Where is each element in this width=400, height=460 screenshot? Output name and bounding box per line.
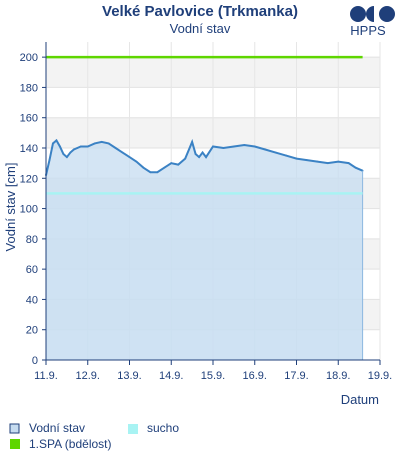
logo-mark-middle bbox=[366, 6, 374, 22]
data-point bbox=[205, 156, 207, 158]
x-tick-label: 17.9. bbox=[284, 370, 308, 382]
data-point bbox=[93, 142, 96, 145]
series-layer bbox=[45, 138, 364, 360]
x-axis-label: Datum bbox=[341, 392, 379, 407]
data-point bbox=[285, 154, 287, 157]
y-tick-label: 140 bbox=[20, 143, 38, 155]
chart-subtitle: Vodní stav bbox=[170, 21, 231, 36]
legend-swatch-vodni-stav bbox=[9, 423, 20, 434]
data-point bbox=[76, 147, 79, 149]
x-tick-label: 19.9. bbox=[368, 370, 392, 382]
y-tick-label: 120 bbox=[20, 173, 38, 185]
data-point bbox=[212, 145, 214, 148]
y-tick-label: 80 bbox=[26, 234, 38, 246]
data-point bbox=[243, 144, 246, 146]
y-tick-labels: 0 20 40 60 80 100 120 140 160 180 200 bbox=[20, 52, 46, 367]
y-tick-label: 60 bbox=[26, 264, 38, 276]
data-point bbox=[198, 156, 200, 158]
data-point bbox=[83, 145, 86, 148]
data-point bbox=[114, 147, 117, 149]
series-area-vodni-stav bbox=[46, 140, 363, 360]
y-tick-label: 0 bbox=[32, 355, 38, 367]
data-point bbox=[253, 145, 256, 148]
x-tick-label: 14.9. bbox=[159, 370, 183, 382]
data-point bbox=[347, 162, 350, 165]
data-point bbox=[69, 151, 72, 154]
data-point bbox=[52, 142, 54, 145]
data-point bbox=[274, 151, 277, 154]
data-point bbox=[65, 156, 68, 158]
data-point bbox=[72, 148, 75, 151]
data-point bbox=[142, 166, 145, 169]
data-point bbox=[170, 162, 173, 165]
data-point bbox=[354, 166, 357, 169]
data-point bbox=[232, 145, 235, 148]
legend-label-sucho: sucho bbox=[147, 421, 179, 435]
hpps-logo: HPPS bbox=[350, 6, 395, 38]
data-point bbox=[191, 141, 194, 143]
x-tick-label: 16.9. bbox=[243, 370, 267, 382]
data-point bbox=[306, 159, 308, 162]
data-point bbox=[184, 157, 187, 160]
threshold-lines bbox=[46, 55, 363, 195]
data-point bbox=[163, 166, 166, 169]
y-tick-label: 100 bbox=[20, 204, 38, 216]
x-tick-label: 11.9. bbox=[34, 370, 58, 382]
data-point bbox=[156, 171, 159, 174]
y-tick-label: 160 bbox=[20, 113, 38, 125]
data-point bbox=[295, 157, 298, 160]
legend-swatch-sucho bbox=[128, 424, 138, 434]
data-point bbox=[135, 160, 138, 163]
legend-swatch-spa bbox=[10, 439, 20, 449]
data-point bbox=[59, 145, 61, 148]
y-tick-label: 20 bbox=[26, 325, 38, 337]
data-point bbox=[86, 145, 89, 148]
legend-label-vodni-stav: Vodní stav bbox=[29, 421, 85, 435]
legend-label-spa: 1.SPA (bdělost) bbox=[29, 437, 112, 451]
data-point bbox=[107, 142, 110, 145]
data-point bbox=[222, 147, 225, 149]
x-tick-label: 12.9. bbox=[76, 370, 100, 382]
x-tick-label: 13.9. bbox=[117, 370, 141, 382]
x-tick-label: 15.9. bbox=[201, 370, 225, 382]
data-point bbox=[201, 151, 204, 154]
data-point bbox=[316, 160, 319, 163]
logo-mark-left bbox=[350, 6, 366, 22]
y-tick-label: 200 bbox=[20, 52, 38, 64]
data-point bbox=[55, 139, 58, 142]
data-point bbox=[48, 159, 51, 162]
data-point bbox=[337, 160, 340, 163]
y-tick-label: 180 bbox=[20, 82, 38, 94]
data-point bbox=[100, 141, 103, 143]
y-axis-label: Vodní stav [cm] bbox=[3, 163, 18, 252]
x-tick-labels: 11.9. 12.9. 13.9. 14.9. 15.9. 16.9. 17.9. 18.9.… bbox=[34, 360, 392, 382]
data-point bbox=[326, 162, 329, 165]
data-point bbox=[121, 151, 124, 154]
logo-text: HPPS bbox=[350, 23, 386, 38]
data-point bbox=[149, 171, 152, 174]
data-point bbox=[194, 153, 197, 155]
legend: Vodní stav sucho 1.SPA (bdělost) bbox=[9, 421, 179, 451]
data-point bbox=[62, 153, 65, 155]
data-point bbox=[177, 163, 180, 166]
chart-title: Velké Pavlovice (Trkmanka) bbox=[102, 3, 298, 20]
data-point bbox=[79, 145, 82, 148]
y-tick-label: 40 bbox=[26, 294, 38, 306]
logo-mark-right bbox=[379, 6, 395, 22]
x-tick-label: 18.9. bbox=[326, 370, 350, 382]
data-point bbox=[264, 148, 267, 151]
data-point bbox=[128, 156, 131, 158]
